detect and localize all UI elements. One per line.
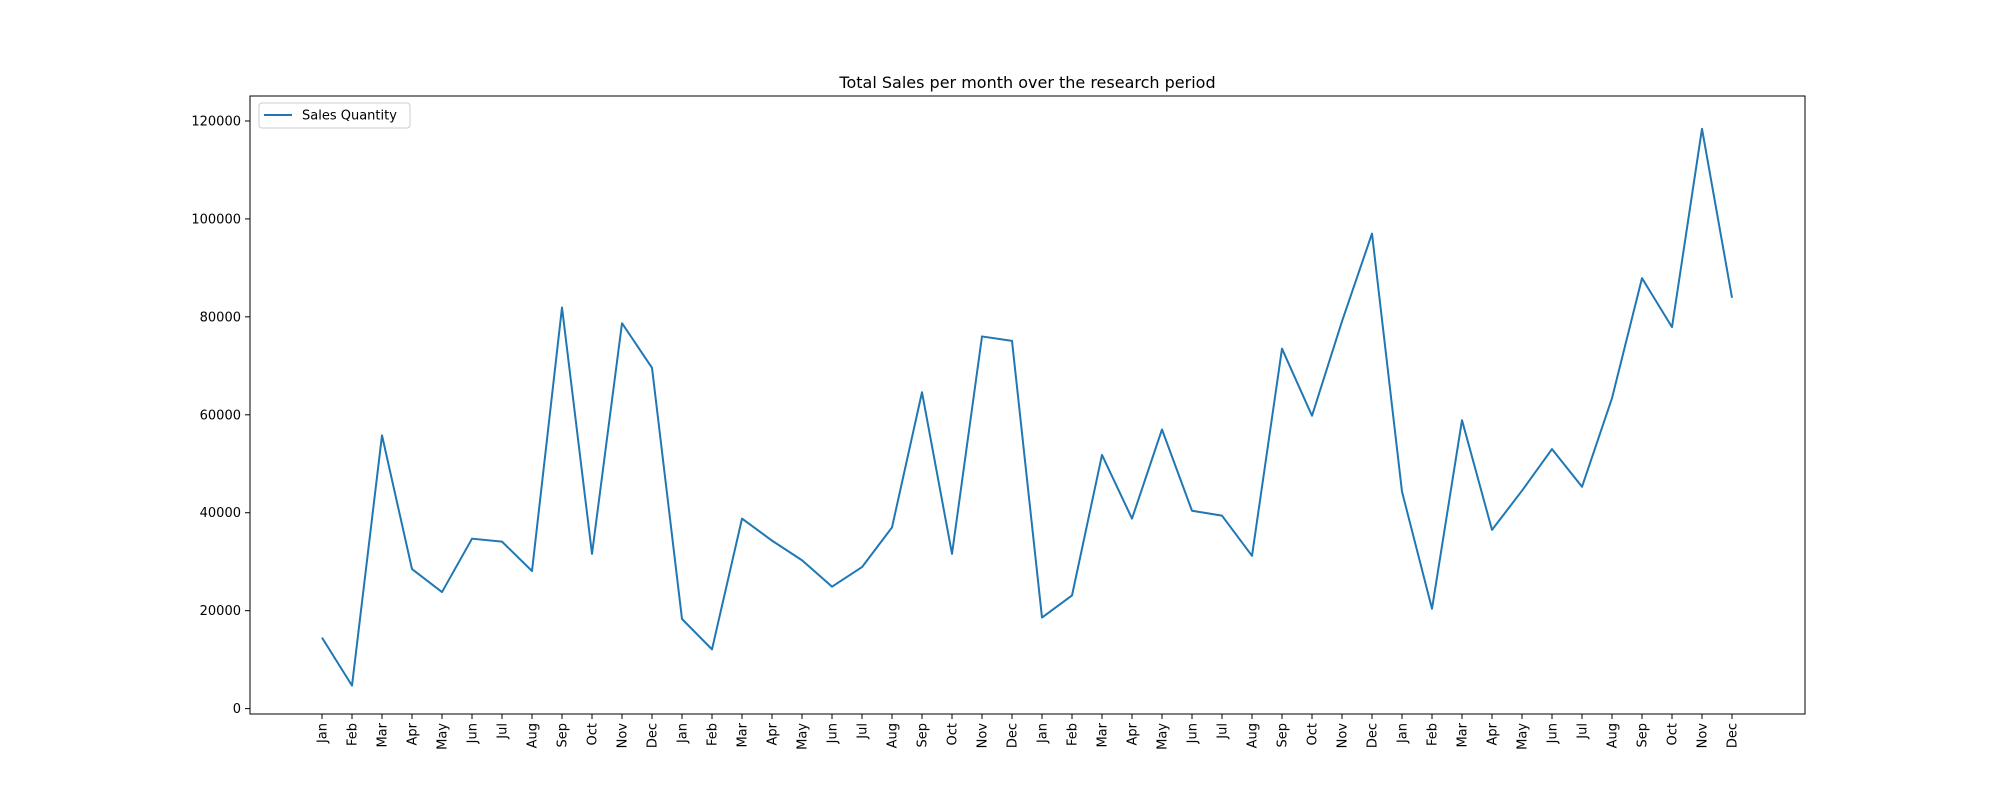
x-tick-label: Jun (1186, 723, 1201, 744)
x-tick-label: May (1156, 723, 1171, 750)
x-tick-label: Dec (1726, 723, 1741, 748)
y-tick-label: 0 (233, 702, 241, 717)
x-tick-label: Mar (1456, 722, 1471, 747)
x-tick-label: Jun (1546, 723, 1561, 744)
x-tick-label: Sep (1276, 723, 1291, 748)
x-tick-label: Nov (1336, 723, 1351, 749)
x-axis: Jan Feb Mar Apr May Jun Jul Aug Sep Oct Nov Dec Jan F… (316, 714, 1741, 750)
y-tick-label: 120000 (191, 114, 241, 129)
x-tick-label: Jan (676, 723, 691, 744)
x-tick-label: May (796, 723, 811, 750)
legend-box (258, 102, 411, 129)
x-tick-label: May (436, 723, 451, 750)
x-tick-label: Nov (616, 723, 631, 749)
x-tick-label: Nov (1696, 723, 1711, 749)
x-tick-label: Apr (1486, 722, 1501, 745)
x-tick-label: Aug (1246, 723, 1261, 748)
x-tick-label: Jul (496, 723, 511, 740)
x-tick-label: Apr (1126, 722, 1141, 745)
x-tick-label: Apr (406, 722, 421, 745)
x-tick-label: Dec (1006, 723, 1021, 748)
x-tick-label: Aug (1606, 723, 1621, 748)
y-tick-label: 40000 (200, 506, 241, 521)
legend-label: Sales Quantity (302, 109, 397, 124)
x-tick-label: Jun (466, 723, 481, 744)
x-tick-label: Mar (1096, 722, 1111, 747)
x-tick-label: Feb (706, 723, 721, 746)
plot-frame (249, 95, 1806, 715)
x-tick-label: Dec (646, 723, 661, 748)
y-tick-label: 100000 (191, 212, 241, 227)
x-tick-label: Apr (766, 722, 781, 745)
plot-area (321, 127, 1733, 687)
x-tick-label: Jan (316, 723, 331, 744)
x-tick-label: Aug (526, 723, 541, 748)
x-tick-label: Oct (586, 723, 601, 745)
x-tick-label: Jul (856, 723, 871, 740)
x-tick-label: Mar (736, 722, 751, 747)
x-tick-label: Nov (976, 723, 991, 749)
x-tick-label: Sep (1636, 723, 1651, 748)
x-tick-label: Dec (1366, 723, 1381, 748)
x-tick-label: Feb (1066, 723, 1081, 746)
x-tick-label: Sep (916, 723, 931, 748)
legend: Sales Quantity (258, 102, 411, 129)
x-tick-label: Jul (1576, 723, 1591, 740)
x-tick-label: Jun (826, 723, 841, 744)
y-axis: 0 20000 40000 60000 80000 100000 120000 (191, 114, 250, 717)
series-line (321, 127, 1733, 687)
x-tick-label: Jul (1216, 723, 1231, 740)
y-tick-label: 60000 (200, 408, 241, 423)
x-tick-label: Oct (946, 723, 961, 745)
x-tick-label: Mar (376, 722, 391, 747)
x-tick-label: Oct (1306, 723, 1321, 745)
y-tick-label: 20000 (200, 604, 241, 619)
x-tick-label: Jan (1036, 723, 1051, 744)
x-tick-label: Jan (1396, 723, 1411, 744)
x-tick-label: May (1516, 723, 1531, 750)
x-tick-label: Feb (346, 723, 361, 746)
chart-title: Total Sales per month over the research … (838, 73, 1215, 92)
y-tick-label: 80000 (200, 310, 241, 325)
x-tick-label: Oct (1666, 723, 1681, 745)
x-tick-label: Feb (1426, 723, 1441, 746)
x-tick-label: Sep (556, 723, 571, 748)
x-tick-label: Aug (886, 723, 901, 748)
